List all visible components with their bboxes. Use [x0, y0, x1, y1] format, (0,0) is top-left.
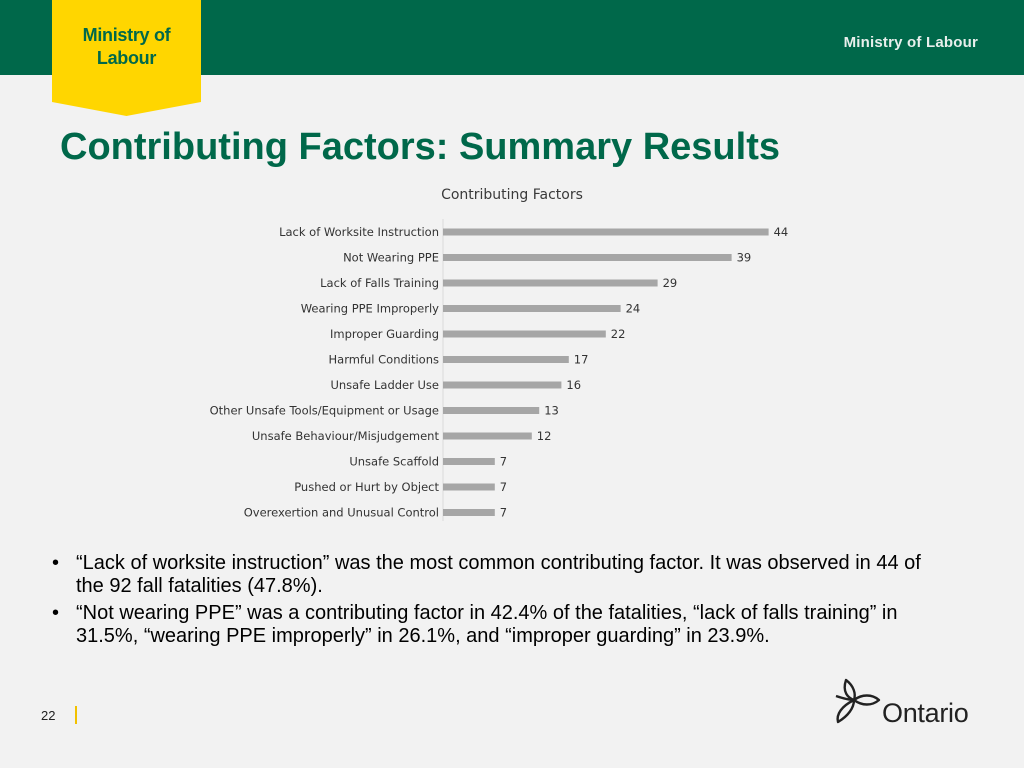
category-label: Unsafe Ladder Use: [330, 378, 439, 392]
category-label: Wearing PPE Improperly: [301, 302, 439, 316]
bar-chart: Lack of Worksite Instruction 44 Not Wearin…: [210, 219, 789, 521]
trillium-icon: [835, 678, 881, 724]
bullet-text: “Lack of worksite instruction” was the m…: [76, 552, 921, 597]
category-label: Pushed or Hurt by Object: [294, 480, 439, 494]
bar: [443, 356, 569, 363]
category-label: Improper Guarding: [330, 327, 439, 341]
data-label: 22: [611, 327, 626, 341]
bar: [443, 407, 540, 414]
category-label: Other Unsafe Tools/Equipment or Usage: [210, 404, 439, 418]
ministry-tab-label: Ministry of Labour: [52, 24, 201, 70]
data-label: 17: [574, 353, 589, 367]
bullet-list: • “Lack of worksite instruction” was the…: [48, 552, 948, 652]
bar: [443, 279, 658, 287]
bar: [443, 228, 769, 236]
bar: [443, 432, 532, 440]
page-number: 22: [41, 708, 56, 723]
chart-title-text: Contributing Factors: [441, 187, 583, 203]
data-label: 39: [737, 251, 752, 265]
category-label: Overexertion and Unusual Control: [244, 506, 439, 520]
bar: [443, 330, 606, 338]
bar: [443, 509, 495, 516]
bar: [443, 483, 495, 491]
data-label: 7: [500, 480, 507, 494]
page-divider: [75, 706, 77, 724]
bullet-item: • “Lack of worksite instruction” was the…: [48, 552, 948, 598]
category-label: Lack of Worksite Instruction: [279, 225, 439, 239]
data-label: 24: [626, 302, 641, 316]
tab-shape: [52, 0, 201, 116]
bullet-symbol: •: [52, 602, 60, 624]
bar: [443, 305, 621, 312]
logo-text: Ontario: [882, 698, 969, 728]
bullet-item: • “Not wearing PPE” was a contributing f…: [48, 602, 948, 648]
data-label: 12: [537, 429, 552, 443]
ministry-name: Ministry of Labour: [843, 34, 978, 51]
ministry-tab: Ministry of Labour: [52, 0, 201, 116]
category-label: Unsafe Behaviour/Misjudgement: [252, 429, 440, 443]
data-label: 7: [500, 506, 507, 520]
tab-line-1: Ministry of: [82, 25, 171, 45]
data-label: 13: [544, 404, 559, 418]
bar: [443, 458, 495, 465]
category-label: Not Wearing PPE: [343, 251, 439, 265]
category-label: Lack of Falls Training: [320, 276, 439, 290]
tab-line-2: Labour: [96, 48, 157, 68]
ontario-logo: Ontario: [832, 676, 982, 732]
bullet-symbol: •: [52, 552, 60, 574]
bullet-text: “Not wearing PPE” was a contributing fac…: [76, 602, 898, 647]
bar: [443, 381, 562, 389]
chart-title: Contributing Factors: [0, 187, 1024, 203]
category-label: Harmful Conditions: [329, 353, 439, 367]
slide-title: Contributing Factors: Summary Results: [60, 126, 780, 168]
data-label: 29: [663, 276, 678, 290]
bar: [443, 254, 732, 261]
data-label: 7: [500, 455, 507, 469]
data-label: 44: [774, 225, 789, 239]
category-label: Unsafe Scaffold: [349, 455, 439, 469]
data-label: 16: [566, 378, 581, 392]
